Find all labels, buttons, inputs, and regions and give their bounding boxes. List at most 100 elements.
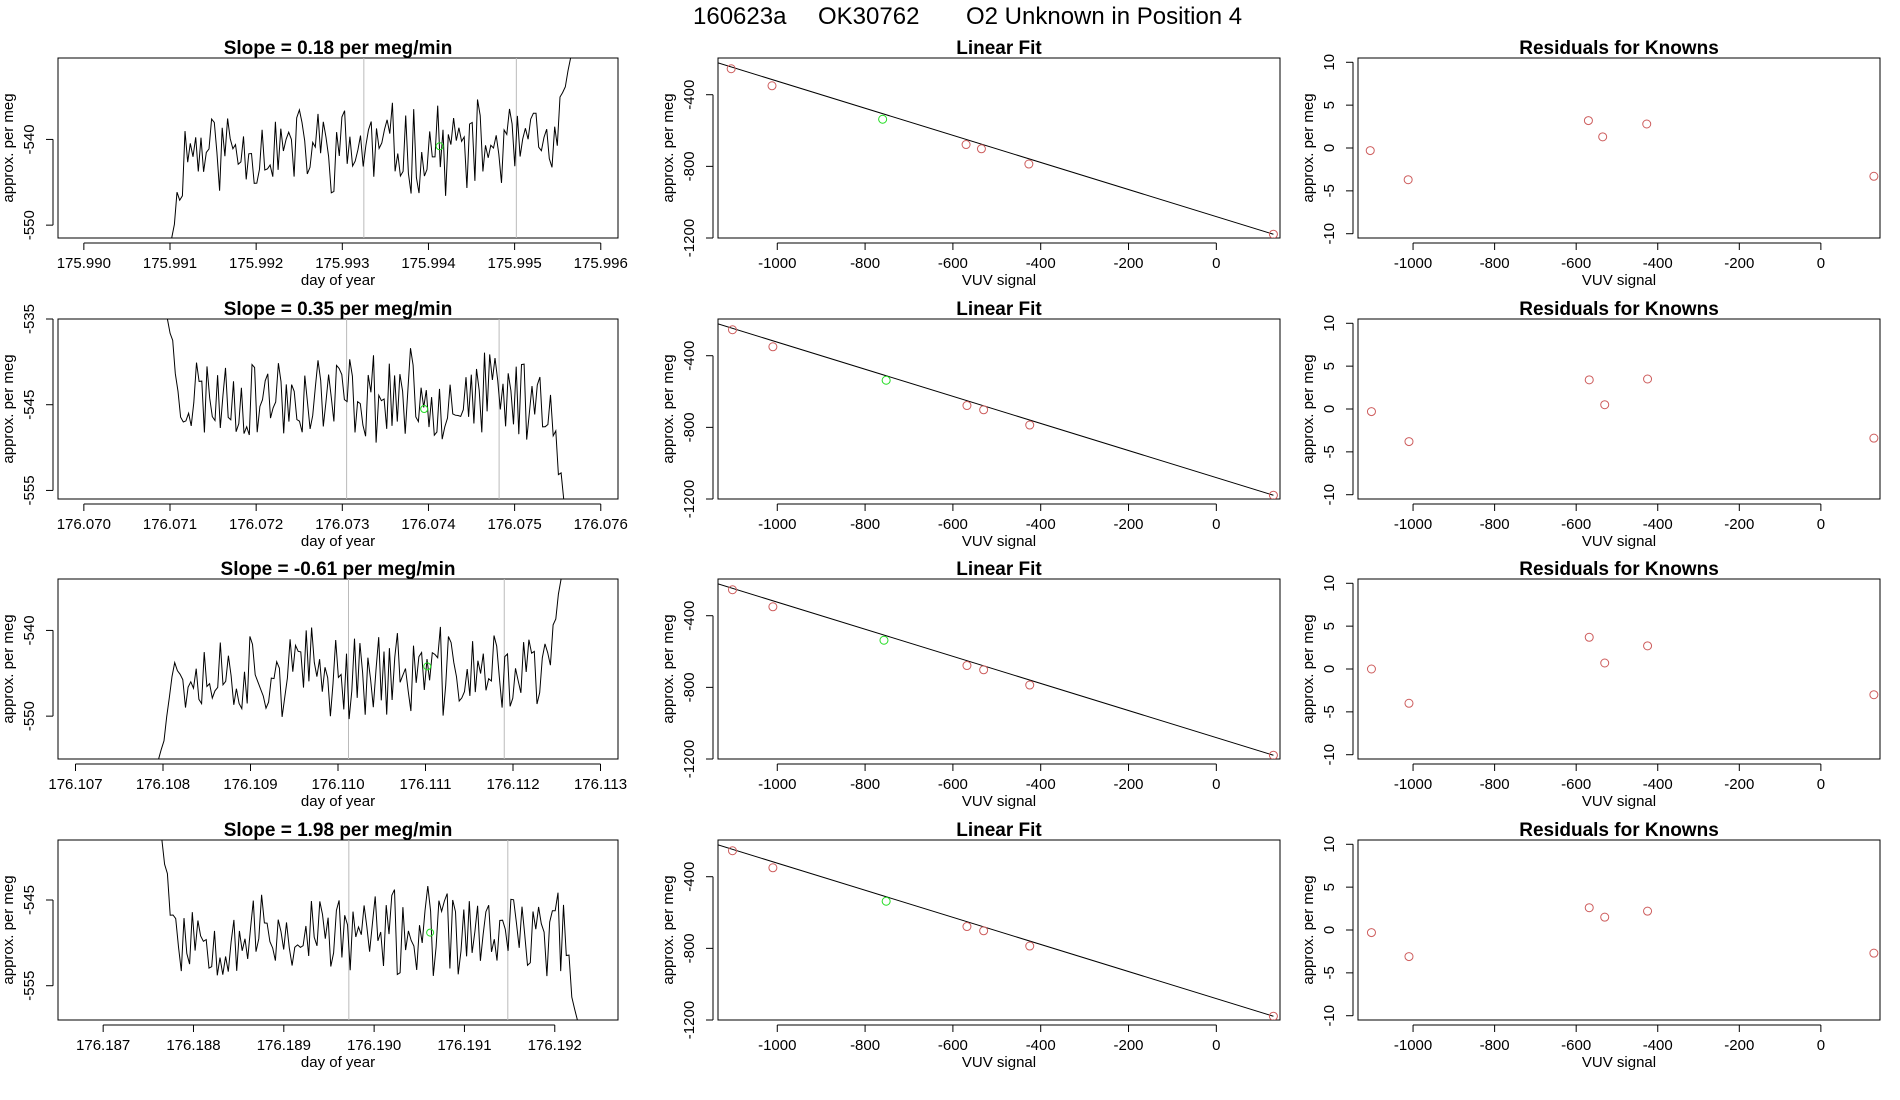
known-point xyxy=(1025,420,1035,430)
x-tick-label: -400 xyxy=(1026,1037,1056,1054)
plot-area xyxy=(718,583,1278,759)
x-tick-label: 176.191 xyxy=(437,1037,491,1054)
x-tick-label: 176.074 xyxy=(401,516,455,533)
residual-point xyxy=(1403,175,1413,185)
x-tick-label: 175.994 xyxy=(401,255,455,272)
known-point xyxy=(768,342,778,352)
x-tick-label: -200 xyxy=(1724,776,1754,793)
known-point xyxy=(727,325,737,335)
plot-frame xyxy=(1357,318,1881,500)
x-axis-label: VUV signal xyxy=(1582,533,1656,550)
y-tick-label: -400 xyxy=(681,601,698,631)
y-axis-label: approx. per meg xyxy=(0,614,17,723)
x-tick-label: 175.996 xyxy=(574,255,628,272)
residual-point xyxy=(1598,132,1608,142)
y-tick-label: -5 xyxy=(1321,184,1338,197)
panel-grid: Slope = 0.18 per meg/min 175.990 175.991 17… xyxy=(0,38,1881,1071)
known-point xyxy=(1268,229,1278,238)
x-tick-label: -400 xyxy=(1643,255,1673,272)
y-tick-label: -1200 xyxy=(681,480,698,518)
x-tick-label: 0 xyxy=(1817,776,1825,793)
y-axis-label: approx. per meg xyxy=(0,93,17,202)
y-tick-label: -800 xyxy=(681,151,698,181)
unknown-point xyxy=(881,375,891,385)
plot-area xyxy=(1366,632,1879,708)
panel-title: Slope = 0.35 per meg/min xyxy=(224,299,453,320)
x-tick-label: -800 xyxy=(1480,1037,1510,1054)
signal-series xyxy=(161,840,578,1020)
x-tick-label: -200 xyxy=(1114,776,1144,793)
residual-point xyxy=(1584,375,1594,385)
plot-area xyxy=(158,579,562,759)
known-point xyxy=(727,846,737,856)
figure-title: 160623a OK30762 O2 Unknown in Position 4 xyxy=(693,3,1242,30)
panel-r3-c3: Residuals for Knowns-1000 -800 -600 -400 -20… xyxy=(1300,559,1881,810)
known-point xyxy=(1025,941,1035,951)
x-tick-label: 176.075 xyxy=(487,516,541,533)
panel-title: Residuals for Knowns xyxy=(1519,299,1719,320)
x-tick-label: 0 xyxy=(1817,516,1825,533)
x-axis-label: VUV signal xyxy=(1582,1054,1656,1071)
x-tick-label: 176.187 xyxy=(76,1037,130,1054)
y-tick-label: 10 xyxy=(1321,575,1338,592)
x-tick-label: 0 xyxy=(1817,1037,1825,1054)
panel-title: Slope = 1.98 per meg/min xyxy=(224,820,453,841)
x-axis-label: VUV signal xyxy=(962,793,1036,810)
panel-r2-c3: Residuals for Knowns-1000 -800 -600 -400 -20… xyxy=(1300,299,1881,550)
unknown-point xyxy=(878,114,888,124)
unknown-mean-point xyxy=(420,405,429,413)
y-tick-label: -1200 xyxy=(681,1001,698,1039)
x-tick-label: -400 xyxy=(1643,516,1673,533)
y-tick-label: 0 xyxy=(1321,926,1338,934)
plot-area xyxy=(166,319,565,499)
x-tick-label: -1000 xyxy=(758,776,796,793)
plot-frame xyxy=(57,578,619,760)
x-axis-label: VUV signal xyxy=(1582,272,1656,289)
residual-point xyxy=(1643,374,1653,384)
y-tick-label: 10 xyxy=(1321,54,1338,71)
plot-frame xyxy=(717,318,1281,500)
panel-title: Slope = -0.61 per meg/min xyxy=(221,559,456,580)
residual-point xyxy=(1869,433,1879,443)
x-tick-label: 176.109 xyxy=(223,776,277,793)
x-tick-label: -800 xyxy=(1480,776,1510,793)
x-tick-label: 0 xyxy=(1212,255,1220,272)
x-tick-label: -200 xyxy=(1724,516,1754,533)
y-axis-label: approx. per meg xyxy=(1300,875,1317,984)
x-tick-label: -600 xyxy=(1561,776,1591,793)
x-tick-label: 0 xyxy=(1817,255,1825,272)
y-tick-label: -400 xyxy=(681,862,698,892)
y-tick-label: 0 xyxy=(1321,144,1338,152)
x-tick-label: -400 xyxy=(1026,516,1056,533)
unknown-point xyxy=(881,896,891,906)
x-tick-label: 176.188 xyxy=(166,1037,220,1054)
y-tick-label: -10 xyxy=(1321,744,1338,766)
x-tick-label: 176.189 xyxy=(257,1037,311,1054)
x-tick-label: -600 xyxy=(1561,255,1591,272)
plot-area xyxy=(1365,116,1879,185)
x-axis-label: day of year xyxy=(301,793,375,810)
plot-area xyxy=(718,323,1278,499)
plot-frame xyxy=(717,57,1281,239)
x-tick-label: -200 xyxy=(1114,1037,1144,1054)
x-axis-label: VUV signal xyxy=(962,272,1036,289)
known-point xyxy=(979,926,989,936)
y-tick-label: -10 xyxy=(1321,223,1338,245)
plot-frame xyxy=(717,578,1281,760)
residual-point xyxy=(1365,146,1375,156)
fit-line xyxy=(718,844,1274,1017)
y-tick-label: 5 xyxy=(1321,362,1338,370)
x-tick-label: 176.192 xyxy=(528,1037,582,1054)
residual-point xyxy=(1869,948,1879,958)
x-tick-label: 176.076 xyxy=(574,516,628,533)
x-axis-label: day of year xyxy=(301,272,375,289)
figure-title-tank: OK30762 xyxy=(818,3,919,30)
x-axis-label: day of year xyxy=(301,533,375,550)
known-point xyxy=(961,140,971,150)
x-tick-label: 176.108 xyxy=(136,776,190,793)
x-axis-label: VUV signal xyxy=(962,533,1036,550)
x-tick-label: -200 xyxy=(1114,516,1144,533)
known-point xyxy=(976,144,986,154)
residual-point xyxy=(1583,116,1593,126)
known-point xyxy=(1268,750,1278,759)
